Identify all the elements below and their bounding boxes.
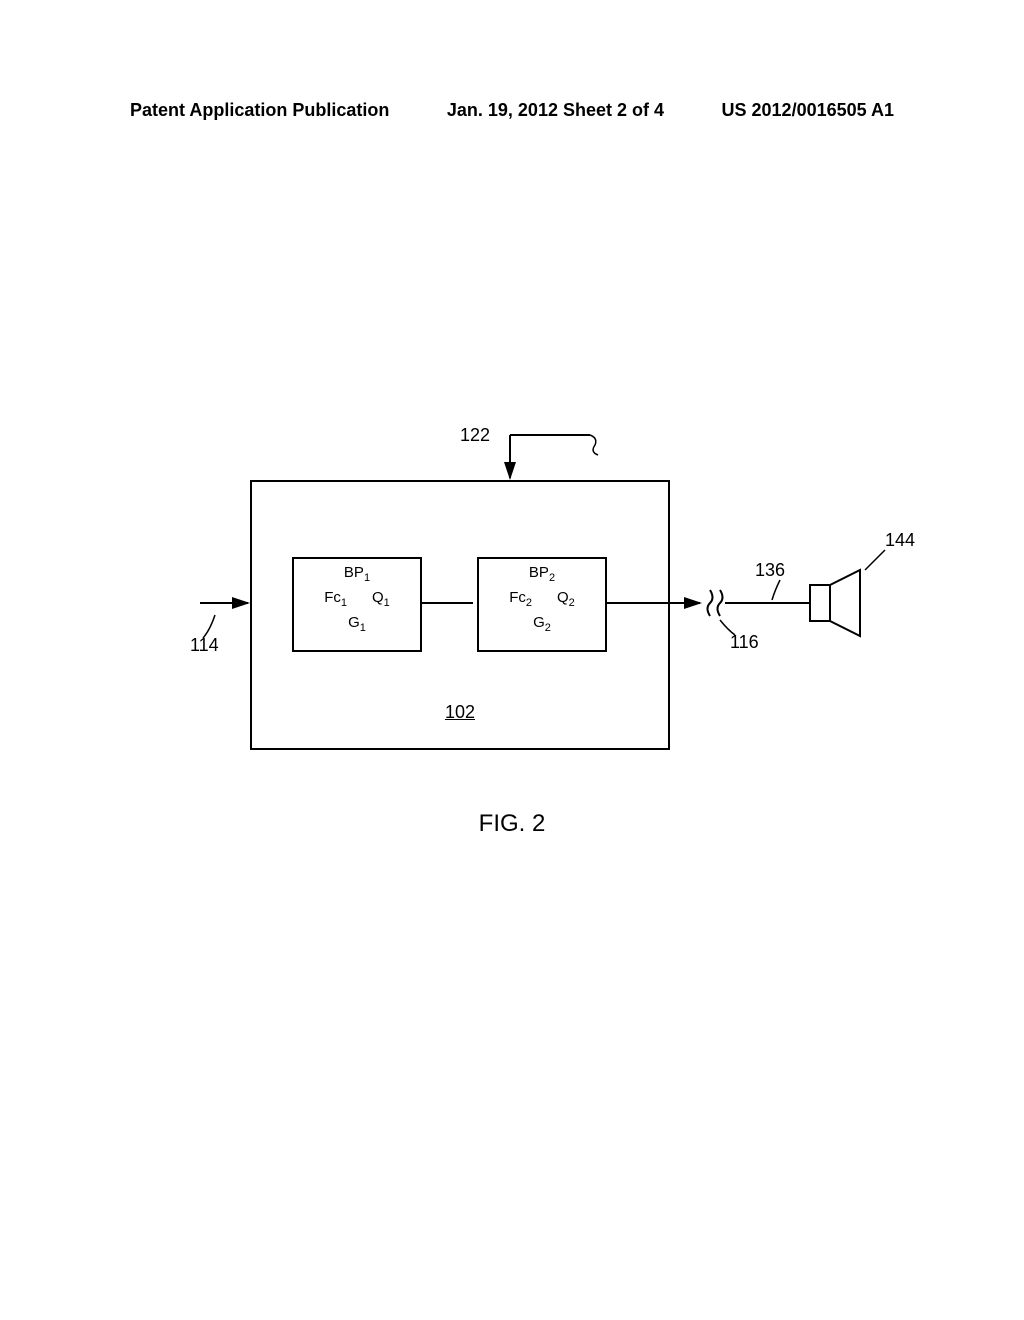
header-left: Patent Application Publication [130, 100, 389, 121]
ref-122: 122 [460, 425, 490, 446]
header-right: US 2012/0016505 A1 [722, 100, 894, 121]
diagram-svg [200, 420, 940, 780]
ref-144: 144 [885, 530, 915, 551]
ref-114: 114 [190, 635, 219, 656]
diagram: BP1 Fc1 Q1 G1 BP2 Fc2 Q2 G2 [200, 420, 820, 780]
header-center: Jan. 19, 2012 Sheet 2 of 4 [447, 100, 664, 121]
ref-136: 136 [755, 560, 785, 581]
figure-label: FIG. 2 [479, 810, 546, 838]
ref-116: 116 [730, 632, 759, 653]
